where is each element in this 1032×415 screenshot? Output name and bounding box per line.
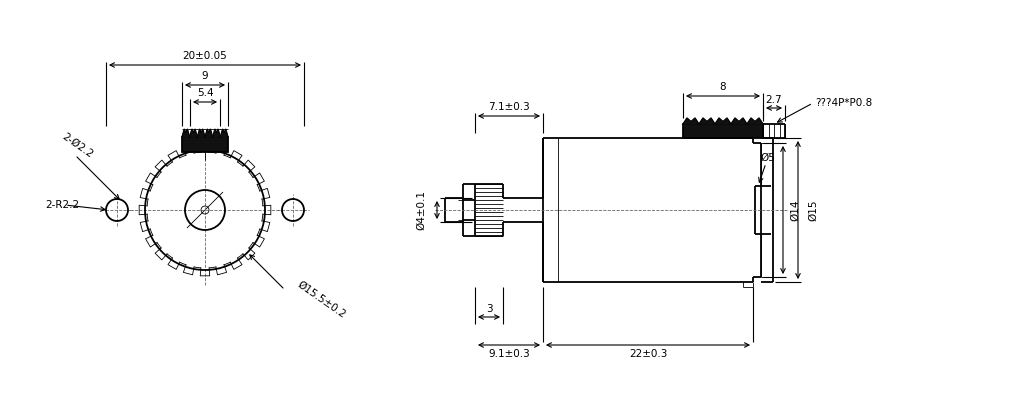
Text: 8: 8 [719,82,727,92]
Text: ???4P*P0.8: ???4P*P0.8 [815,98,872,108]
Text: 20±0.05: 20±0.05 [183,51,227,61]
Text: Ø5: Ø5 [761,153,775,163]
Polygon shape [213,129,221,137]
Polygon shape [221,129,228,137]
Polygon shape [699,118,715,124]
Bar [182,137,228,152]
Polygon shape [182,129,190,137]
Polygon shape [747,118,763,124]
Text: 2-Ø2.2: 2-Ø2.2 [60,131,95,159]
Text: Ø4±0.1: Ø4±0.1 [416,190,426,230]
Text: 5.4: 5.4 [197,88,214,98]
Text: 2-R2.2: 2-R2.2 [45,200,79,210]
Text: 9.1±0.3: 9.1±0.3 [488,349,529,359]
Polygon shape [715,118,731,124]
Text: 7.1±0.3: 7.1±0.3 [488,102,529,112]
Text: 9: 9 [201,71,208,81]
Polygon shape [190,129,197,137]
Polygon shape [731,118,747,124]
Text: Ø15.5±0.2: Ø15.5±0.2 [295,280,347,320]
Polygon shape [197,129,205,137]
Text: 22±0.3: 22±0.3 [628,349,667,359]
Text: Ø15: Ø15 [808,199,818,221]
Polygon shape [683,118,699,124]
Bar [683,124,763,138]
Text: 3: 3 [486,304,492,314]
Text: Ø14: Ø14 [791,199,800,221]
Text: 2.7: 2.7 [766,95,782,105]
Polygon shape [205,129,213,137]
